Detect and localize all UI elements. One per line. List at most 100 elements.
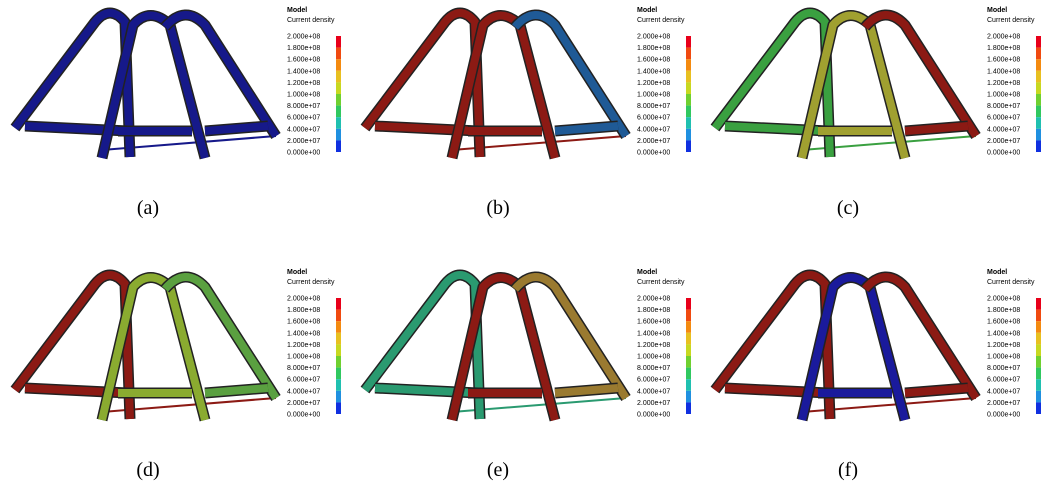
legend-label: 4.000e+07 bbox=[637, 126, 670, 133]
legend-label: 6.000e+07 bbox=[987, 115, 1020, 122]
colorbar-segment bbox=[1036, 391, 1041, 403]
colorbar-segment bbox=[336, 344, 341, 356]
legend-label: 1.600e+08 bbox=[287, 319, 320, 326]
colorbar-segment bbox=[686, 36, 691, 48]
colorbar-segment bbox=[1036, 59, 1041, 71]
legend-label: 1.400e+08 bbox=[987, 330, 1020, 337]
legend-label: 4.000e+07 bbox=[287, 388, 320, 395]
legend-subtitle: Current density bbox=[637, 17, 685, 24]
coil bbox=[905, 388, 968, 393]
colorbar-segment bbox=[1036, 402, 1041, 414]
colorbar-segment bbox=[336, 129, 341, 141]
legend-label: 2.000e+07 bbox=[287, 400, 320, 407]
colorbar-segment bbox=[1036, 106, 1041, 118]
figure: Model Current density 2.000e+08 1.800e+08 1.… bbox=[0, 0, 1052, 482]
legend-label: 1.400e+08 bbox=[287, 330, 320, 337]
colorbar-segment bbox=[336, 94, 341, 106]
legend-subtitle: Current density bbox=[987, 279, 1035, 286]
legend-label: 1.200e+08 bbox=[637, 80, 670, 87]
legend-label: 6.000e+07 bbox=[987, 377, 1020, 384]
colorbar-segment bbox=[336, 391, 341, 403]
colorbar-segment bbox=[686, 391, 691, 403]
legend-label: 2.000e+07 bbox=[637, 138, 670, 145]
caption: (c) bbox=[837, 197, 859, 219]
colorbar-segment bbox=[336, 117, 341, 129]
coil bbox=[452, 16, 555, 159]
colorbar-segment bbox=[686, 140, 691, 152]
colorbar-segment bbox=[336, 82, 341, 94]
colorbar-segment bbox=[1036, 379, 1041, 391]
legend-title: Model bbox=[987, 269, 1007, 276]
legend-label: 1.800e+08 bbox=[987, 45, 1020, 52]
coil bbox=[452, 278, 555, 421]
colorbar-segment bbox=[336, 36, 341, 48]
colorbar-segment bbox=[336, 321, 341, 333]
legend-label: 4.000e+07 bbox=[987, 388, 1020, 395]
colorbar-segment bbox=[336, 356, 341, 368]
legend-label: 1.800e+08 bbox=[637, 307, 670, 314]
legend-label: 1.800e+08 bbox=[987, 307, 1020, 314]
legend-subtitle: Current density bbox=[637, 279, 685, 286]
colorbar-segment bbox=[1036, 310, 1041, 322]
colorbar-segment bbox=[686, 94, 691, 106]
colorbar-segment bbox=[1036, 321, 1041, 333]
colorbar-segment bbox=[686, 106, 691, 118]
coil bbox=[802, 16, 905, 159]
legend-label: 6.000e+07 bbox=[287, 115, 320, 122]
legend-label: 0.000e+00 bbox=[637, 412, 670, 419]
colorbar-segment bbox=[336, 106, 341, 118]
colorbar-segment bbox=[336, 71, 341, 83]
colorbar-segment bbox=[1036, 333, 1041, 345]
legend-label: 8.000e+07 bbox=[637, 103, 670, 110]
legend-label: 6.000e+07 bbox=[637, 115, 670, 122]
legend-label: 1.400e+08 bbox=[287, 68, 320, 75]
legend-label: 8.000e+07 bbox=[287, 365, 320, 372]
legend-label: 2.000e+08 bbox=[637, 34, 670, 41]
legend-label: 1.800e+08 bbox=[637, 45, 670, 52]
colorbar-segment bbox=[1036, 48, 1041, 60]
colorbar-segment bbox=[686, 59, 691, 71]
colorbar-segment bbox=[1036, 344, 1041, 356]
legend-subtitle: Current density bbox=[287, 17, 335, 24]
colorbar-segment bbox=[686, 129, 691, 141]
legend-label: 8.000e+07 bbox=[287, 103, 320, 110]
legend-label: 1.800e+08 bbox=[287, 45, 320, 52]
legend-label: 1.600e+08 bbox=[637, 57, 670, 64]
legend-label: 0.000e+00 bbox=[287, 150, 320, 157]
colorbar-segment bbox=[686, 321, 691, 333]
legend-label: 6.000e+07 bbox=[287, 377, 320, 384]
caption: (a) bbox=[137, 197, 159, 219]
colorbar-segment bbox=[686, 344, 691, 356]
legend-label: 0.000e+00 bbox=[637, 150, 670, 157]
colorbar-segment bbox=[686, 48, 691, 60]
legend-title: Model bbox=[637, 269, 657, 276]
legend-label: 1.800e+08 bbox=[287, 307, 320, 314]
legend-label: 1.600e+08 bbox=[987, 57, 1020, 64]
legend-subtitle: Current density bbox=[987, 17, 1035, 24]
colorbar-segment bbox=[1036, 94, 1041, 106]
legend-label: 1.000e+08 bbox=[987, 354, 1020, 361]
colorbar-segment bbox=[686, 82, 691, 94]
colorbar-segment bbox=[1036, 129, 1041, 141]
colorbar-segment bbox=[1036, 356, 1041, 368]
legend-label: 6.000e+07 bbox=[637, 377, 670, 384]
legend-subtitle: Current density bbox=[287, 279, 335, 286]
colorbar-segment bbox=[686, 71, 691, 83]
legend-label: 1.200e+08 bbox=[987, 342, 1020, 349]
colorbar-segment bbox=[336, 402, 341, 414]
colorbar-segment bbox=[1036, 298, 1041, 310]
legend-title: Model bbox=[287, 7, 307, 14]
colorbar-segment bbox=[1036, 140, 1041, 152]
colorbar-segment bbox=[686, 117, 691, 129]
coil bbox=[205, 126, 268, 131]
legend-label: 1.000e+08 bbox=[287, 92, 320, 99]
legend-label: 1.600e+08 bbox=[287, 57, 320, 64]
colorbar-segment bbox=[686, 298, 691, 310]
legend-label: 1.200e+08 bbox=[987, 80, 1020, 87]
legend-label: 2.000e+07 bbox=[637, 400, 670, 407]
coil bbox=[802, 278, 905, 421]
colorbar-segment bbox=[336, 140, 341, 152]
legend-label: 1.600e+08 bbox=[637, 319, 670, 326]
colorbar-segment bbox=[1036, 36, 1041, 48]
